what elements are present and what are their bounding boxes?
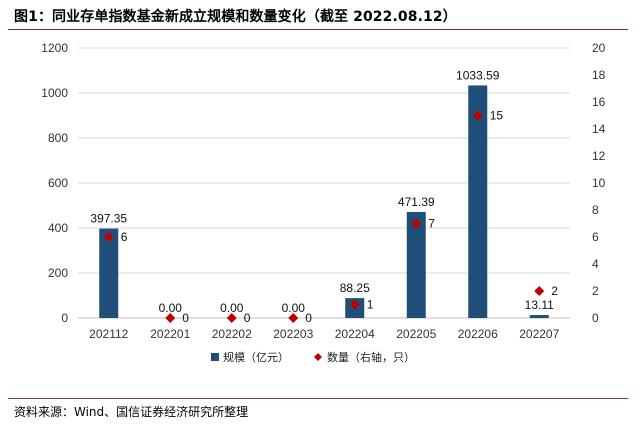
x-axis-tick-label: 202207 — [519, 327, 559, 341]
bar — [406, 211, 426, 318]
bar-data-label: 0.00 — [159, 301, 183, 315]
bar — [99, 228, 119, 318]
marker-data-label: 2 — [551, 284, 558, 298]
left-axis-tick-label: 1000 — [41, 86, 68, 100]
x-axis-tick-label: 202204 — [335, 327, 375, 341]
marker-series — [103, 110, 545, 323]
right-axis-tick-label: 10 — [592, 176, 606, 190]
marker-data-label: 0 — [182, 311, 189, 325]
bar-series — [99, 85, 549, 318]
right-axis-tick-label: 2 — [592, 284, 599, 298]
legend-bar-label: 规模（亿元） — [223, 350, 289, 364]
right-axis-tick-label: 0 — [592, 311, 599, 325]
legend-bar-swatch — [211, 353, 219, 361]
x-axis-ticks: 202112 202201 202202 202203 202204 202205 2022… — [89, 327, 559, 341]
x-axis-tick-label: 202203 — [273, 327, 313, 341]
left-axis-tick-label: 600 — [48, 176, 68, 190]
left-axis-tick-label: 200 — [48, 266, 68, 280]
diamond-marker — [288, 313, 299, 323]
gridlines — [78, 47, 570, 274]
legend-marker-swatch — [314, 353, 322, 361]
bar-data-label: 0.00 — [220, 301, 244, 315]
marker-data-label: 0 — [244, 311, 251, 325]
left-axis-tick-label: 1200 — [41, 41, 68, 55]
figure-title: 图1：同业存单指数基金新成立规模和数量变化（截至 2022.08.12） — [14, 9, 457, 25]
right-axis-tick-label: 14 — [592, 122, 606, 136]
left-axis-tick-label: 0 — [61, 311, 68, 325]
bar-data-label: 0.00 — [282, 301, 306, 315]
bar-data-label: 471.39 — [398, 195, 435, 209]
marker-data-label: 1 — [367, 298, 374, 312]
right-axis-tick-label: 18 — [592, 68, 606, 82]
diamond-marker — [411, 218, 422, 229]
x-axis-tick-label: 202206 — [458, 327, 498, 341]
bar — [529, 315, 549, 318]
left-axis-tick-label: 800 — [48, 131, 68, 145]
x-axis-tick-label: 202205 — [396, 327, 436, 341]
right-axis-tick-label: 20 — [592, 41, 606, 55]
marker-data-labels: 6 0 0 0 1 7 15 2 — [121, 109, 559, 326]
bar — [468, 85, 488, 318]
marker-data-label: 7 — [428, 217, 435, 231]
bar-data-label: 1033.59 — [456, 68, 500, 82]
marker-data-label: 0 — [305, 311, 312, 325]
right-axis-tick-label: 4 — [592, 257, 599, 271]
diamond-marker — [472, 110, 483, 121]
diamond-marker — [226, 313, 237, 323]
legend-marker-label: 数量（右轴，只） — [327, 350, 415, 364]
title-rule — [8, 29, 628, 30]
bar-data-label: 88.25 — [340, 281, 370, 295]
x-axis-tick-label: 202112 — [89, 327, 128, 341]
x-axis-tick-label: 202201 — [150, 327, 190, 341]
diamond-marker — [165, 313, 176, 323]
source-note: 资料来源：Wind、国信证券经济研究所整理 — [14, 405, 249, 419]
right-axis-tick-label: 12 — [592, 149, 606, 163]
right-axis-ticks: 0 2 4 6 8 10 12 14 16 18 20 — [592, 41, 606, 325]
right-axis-tick-label: 16 — [592, 95, 606, 109]
diamond-marker — [103, 232, 114, 242]
legend: 规模（亿元） 数量（右轴，只） — [211, 350, 415, 364]
bar-data-labels: 397.35 0.00 0.00 0.00 88.25 471.39 1033.59 13.1… — [90, 68, 554, 315]
source-rule — [8, 398, 628, 399]
marker-data-label: 15 — [490, 109, 504, 123]
bar-data-label: 397.35 — [90, 212, 127, 226]
diamond-marker — [534, 286, 545, 296]
left-axis-tick-label: 400 — [48, 221, 68, 235]
right-axis-tick-label: 8 — [592, 203, 599, 217]
diamond-marker — [349, 299, 360, 310]
left-axis-ticks: 0 200 400 600 800 1000 1200 — [41, 41, 68, 325]
right-axis-tick-label: 6 — [592, 230, 599, 244]
marker-data-label: 6 — [121, 230, 128, 244]
bar-data-label: 13.11 — [525, 298, 554, 312]
x-axis-tick-label: 202202 — [212, 327, 252, 341]
